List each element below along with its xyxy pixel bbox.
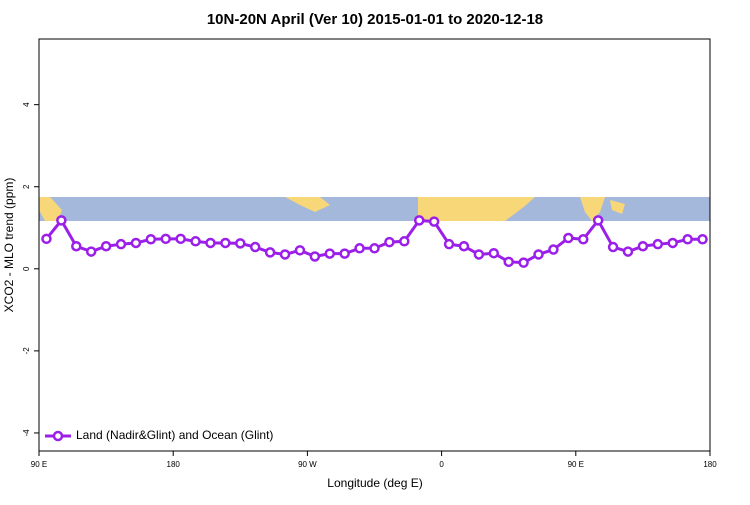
chart-title: 10N-20N April (Ver 10) 2015-01-01 to 202… [207,11,543,28]
point [369,243,380,254]
point [115,238,127,250]
y-tick-label: 2 [22,184,31,189]
legend-swatch-point [52,430,64,442]
point [339,248,350,259]
land [285,197,330,212]
point [518,257,529,268]
land [39,197,62,221]
point [428,216,440,227]
point [235,238,246,249]
point [175,233,186,245]
x-tick-label: 90 W [298,460,317,469]
point [309,251,321,262]
point [324,248,336,259]
x-tick-label: 90 E [568,460,584,469]
point [160,233,171,245]
x-tick-label: 90 E [31,460,47,469]
x-tick-label: 0 [439,460,444,469]
point [607,241,619,253]
point [249,241,261,253]
point [443,238,455,250]
point [488,247,500,259]
point [682,234,693,245]
point [458,240,470,252]
map-strip [39,197,710,221]
point [622,246,634,257]
point [563,232,574,244]
y-tick-label: 0 [22,266,31,271]
land [610,200,625,214]
x-tick-label: 180 [703,460,717,469]
point [592,215,604,226]
land [580,197,605,221]
plot-frame [38,38,711,452]
point [697,234,708,245]
point [71,240,82,252]
point [56,215,67,226]
point [354,243,365,254]
point [637,240,649,252]
point [85,246,97,257]
y-tick-label: -2 [22,347,31,355]
point [667,237,678,249]
point [145,234,157,245]
point [578,234,589,245]
point [652,238,664,250]
point [473,249,485,260]
point [413,215,425,226]
point [548,244,559,255]
y-tick-label: 4 [22,102,31,107]
x-axis-label: Longitude (deg E) [327,476,422,490]
point [399,236,410,247]
ocean [39,197,710,221]
point [279,249,291,260]
y-tick-label: -4 [22,429,31,437]
point [130,237,142,249]
point [41,233,52,245]
point [100,240,112,252]
point [190,236,201,247]
x-tick-label: 180 [167,460,181,469]
y-axis-label: XCO2 - MLO trend (ppm) [2,178,16,313]
point [205,237,216,249]
point [533,249,544,260]
point [264,247,276,258]
point [294,245,306,256]
point [384,236,395,248]
land [418,197,535,221]
legend-label: Land (Nadir&Glint) and Ocean (Glint) [76,428,273,442]
point [503,256,514,268]
point [220,237,231,249]
